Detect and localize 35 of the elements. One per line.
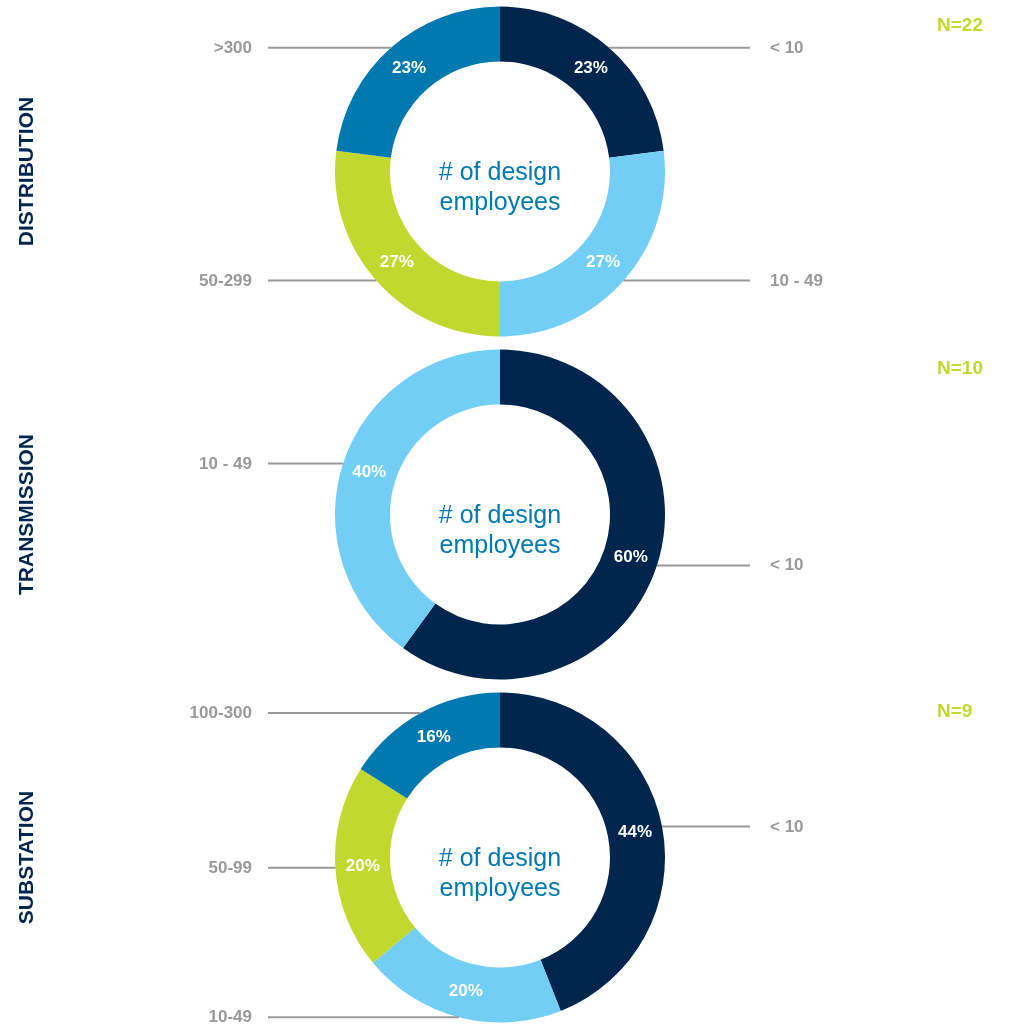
donut-slice: [403, 349, 665, 680]
text: SUBSTATION: [14, 790, 37, 925]
text: N=10: [937, 357, 983, 378]
slice-label: < 10: [770, 816, 804, 836]
data-label: 23%: [573, 58, 608, 78]
data-label: 60%: [613, 546, 648, 566]
data-label: 44%: [618, 821, 653, 841]
donut-slice: [335, 769, 416, 963]
slice-label: 100-300: [189, 702, 252, 722]
text: # of design employees: [438, 842, 562, 901]
data-label: 16%: [416, 727, 451, 747]
slice-label: < 10: [770, 37, 804, 57]
text: # of design employees: [438, 499, 562, 558]
donut-slice: [336, 6, 500, 158]
slice-label: 50-99: [208, 857, 252, 877]
slice-label: 50-299: [199, 270, 252, 290]
slice-label: 10 - 49: [770, 270, 823, 290]
text: TRANSMISSION: [14, 433, 37, 596]
text: N=22: [937, 14, 983, 35]
text: DISTRIBUTION: [14, 96, 37, 247]
text: N=9: [937, 700, 973, 721]
donut-slice: [372, 927, 561, 1023]
data-label: 20%: [345, 856, 380, 876]
donut-slice: [500, 6, 664, 158]
text: # of design employees: [438, 156, 562, 215]
donut-slice: [360, 692, 500, 799]
slice-label: >300: [213, 37, 252, 57]
data-label: 23%: [392, 58, 427, 78]
data-label: 27%: [586, 252, 621, 272]
slice-label: 10 - 49: [199, 453, 252, 473]
data-label: 40%: [352, 462, 387, 482]
slice-label: < 10: [770, 555, 804, 575]
data-label: 27%: [379, 252, 414, 272]
data-label: 20%: [448, 980, 483, 1000]
slice-label: 10-49: [208, 1007, 252, 1027]
